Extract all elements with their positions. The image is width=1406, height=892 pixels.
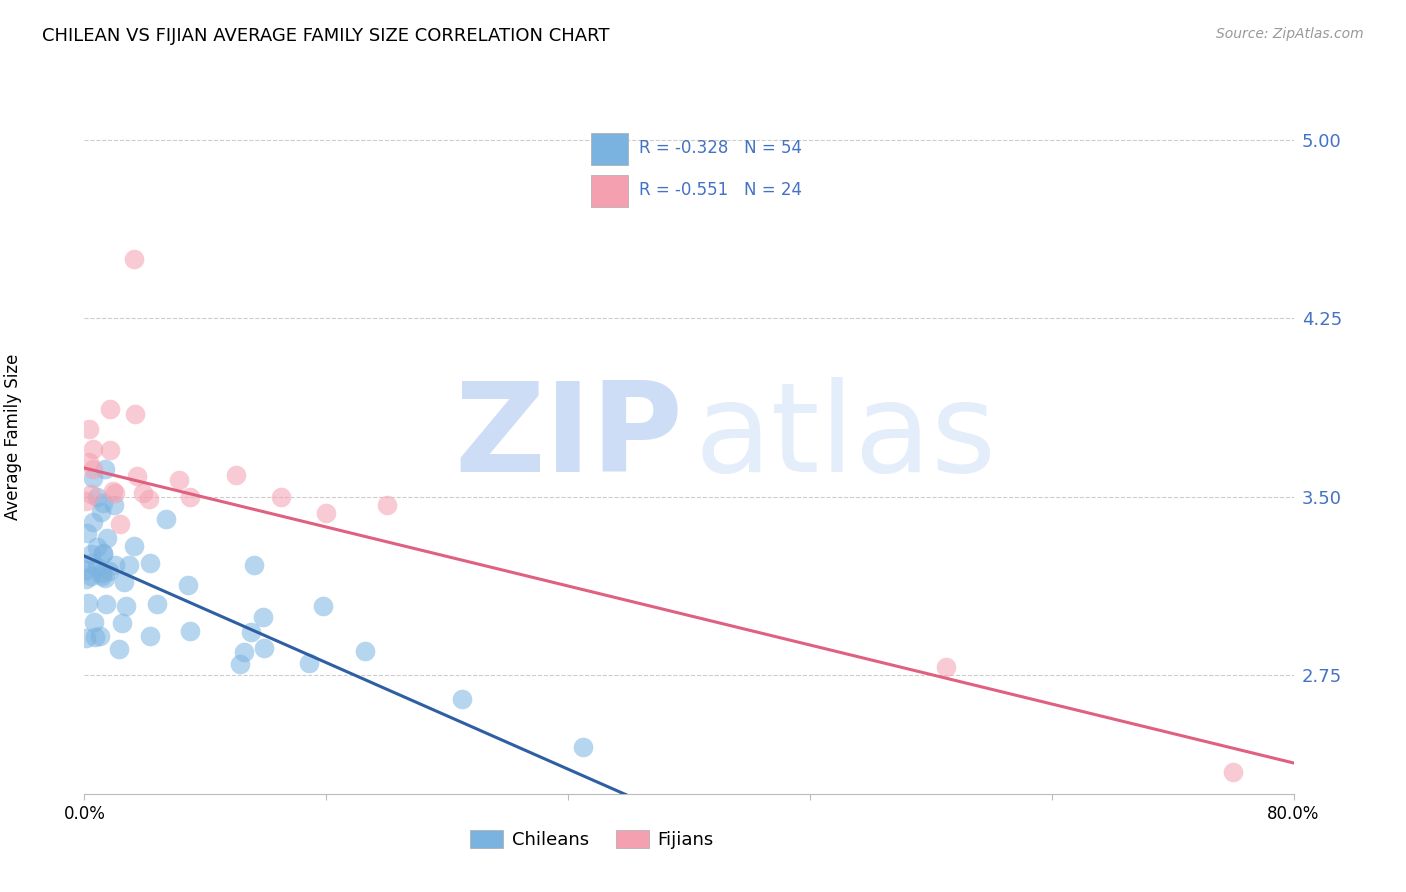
Point: [108, 641, 131, 656]
Point: [229, 657, 252, 672]
Point: [253, 640, 276, 655]
Point: [75, 493, 97, 508]
Point: [122, 540, 145, 554]
Point: [312, 599, 335, 613]
Point: [177, 578, 200, 592]
Point: [101, 484, 124, 499]
Point: [124, 407, 146, 421]
Point: [86, 490, 108, 504]
Point: [82, 471, 104, 485]
Point: [91, 566, 114, 580]
Point: [79, 547, 101, 561]
Point: [114, 599, 136, 614]
Point: [77, 422, 100, 436]
Point: [96, 531, 118, 545]
Point: [93, 571, 115, 585]
Point: [935, 660, 957, 674]
Point: [270, 491, 292, 505]
Point: [315, 506, 337, 520]
Legend: Chileans, Fijians: Chileans, Fijians: [463, 822, 721, 856]
Point: [98, 442, 121, 457]
Point: [86, 560, 108, 574]
Point: [91, 495, 114, 509]
Point: [139, 557, 162, 571]
Point: [91, 546, 114, 560]
Point: [94, 462, 117, 476]
Point: [146, 597, 169, 611]
Point: [76, 525, 98, 540]
Point: [89, 629, 111, 643]
Point: [86, 541, 108, 555]
Text: atlas: atlas: [695, 376, 997, 498]
Point: [77, 455, 100, 469]
Point: [75, 573, 97, 587]
Point: [138, 491, 160, 506]
Point: [112, 574, 135, 589]
Point: [375, 498, 398, 512]
Point: [155, 512, 177, 526]
Point: [103, 498, 125, 512]
Point: [98, 564, 121, 578]
Point: [91, 547, 114, 561]
Point: [104, 486, 127, 500]
Text: Source: ZipAtlas.com: Source: ZipAtlas.com: [1216, 27, 1364, 41]
Point: [90, 505, 112, 519]
Point: [830, 882, 852, 892]
Point: [82, 442, 104, 456]
Point: [83, 630, 105, 644]
Point: [122, 252, 145, 266]
Point: [239, 624, 262, 639]
Point: [232, 645, 254, 659]
Point: [354, 644, 377, 658]
Point: [179, 624, 201, 639]
Point: [118, 558, 141, 572]
Point: [132, 486, 155, 500]
Point: [98, 401, 121, 416]
Point: [1222, 764, 1244, 779]
Y-axis label: Average Family Size: Average Family Size: [4, 354, 22, 520]
Point: [80, 556, 103, 570]
Point: [83, 615, 105, 629]
Point: [90, 568, 112, 582]
Point: [75, 563, 97, 577]
Point: [225, 468, 247, 483]
Point: [252, 609, 274, 624]
Point: [77, 596, 100, 610]
Point: [179, 490, 201, 504]
Text: ZIP: ZIP: [454, 376, 683, 498]
Point: [111, 616, 134, 631]
Point: [242, 558, 264, 573]
Point: [298, 657, 321, 671]
Text: CHILEAN VS FIJIAN AVERAGE FAMILY SIZE CORRELATION CHART: CHILEAN VS FIJIAN AVERAGE FAMILY SIZE CO…: [42, 27, 610, 45]
Point: [82, 515, 104, 529]
Point: [94, 597, 117, 611]
Point: [572, 739, 595, 754]
Point: [79, 487, 101, 501]
Point: [104, 558, 127, 573]
Point: [80, 568, 103, 582]
Point: [75, 632, 97, 646]
Point: [127, 469, 149, 483]
Point: [82, 462, 104, 476]
Point: [167, 473, 190, 487]
Point: [451, 692, 474, 706]
Point: [108, 516, 131, 531]
Point: [138, 629, 160, 643]
